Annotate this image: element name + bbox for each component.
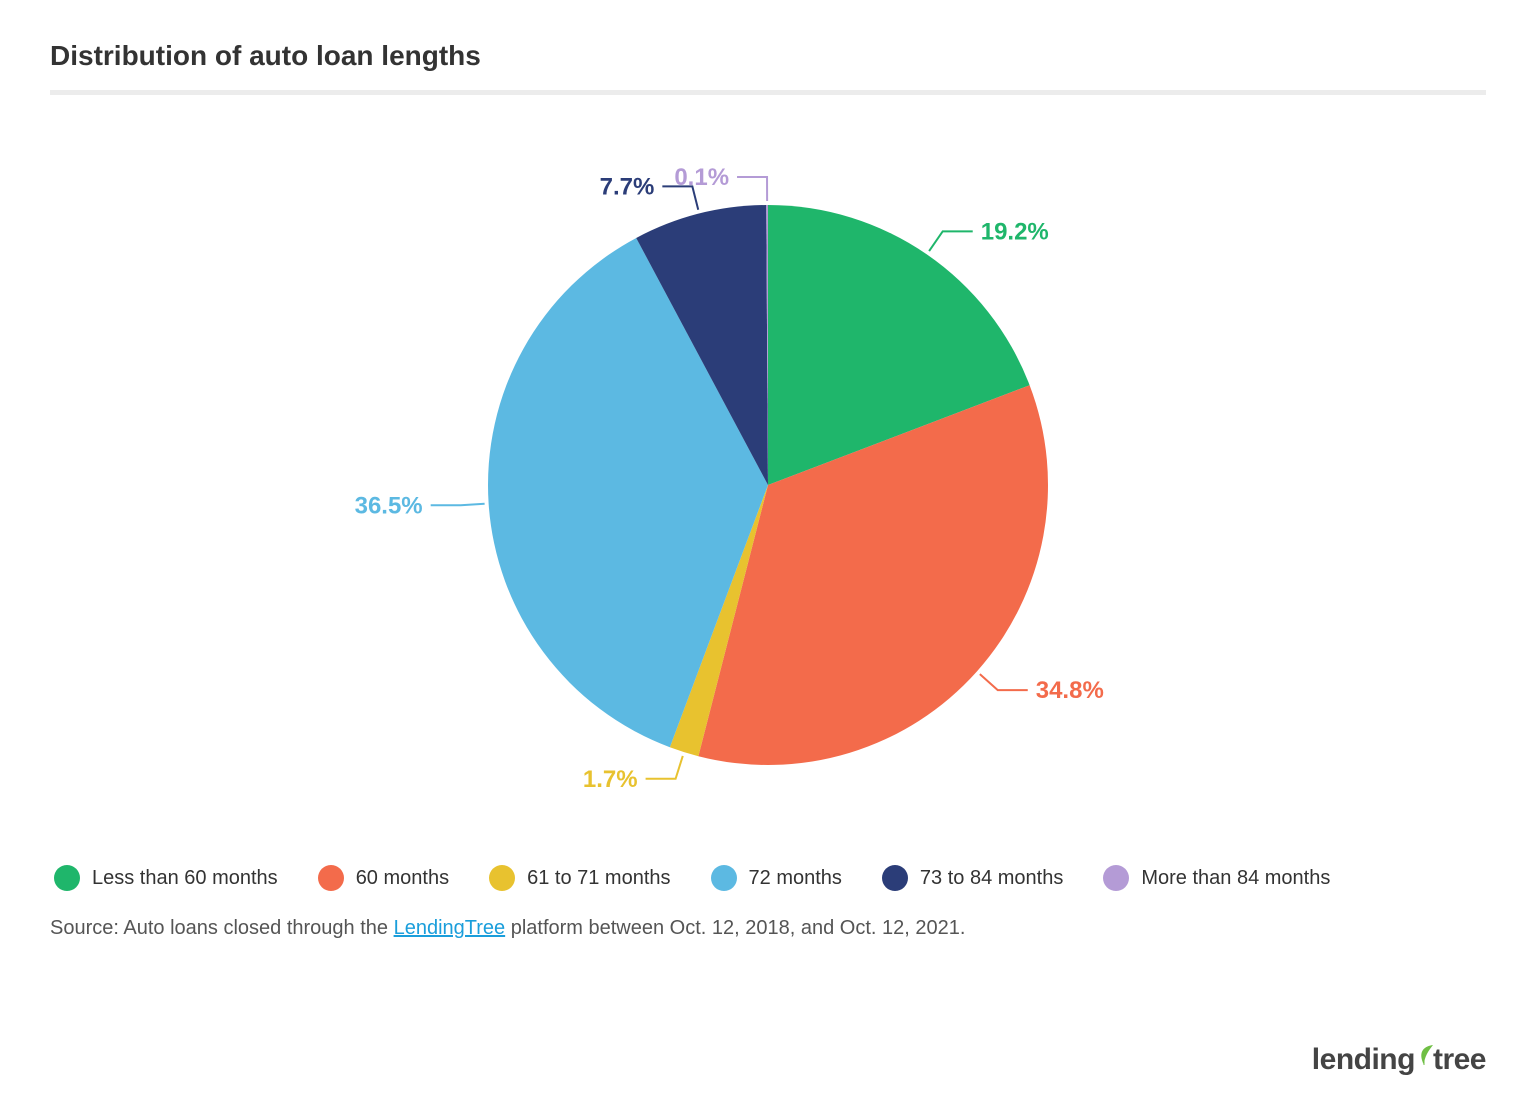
source-prefix: Source: Auto loans closed through the: [50, 917, 394, 939]
leader-gt84: [737, 177, 767, 201]
legend-label-m60: 60 months: [356, 867, 449, 890]
logo-text-before: lending: [1312, 1043, 1415, 1077]
legend-dot-gt84: [1103, 865, 1129, 891]
legend-item-m7384: 73 to 84 months: [882, 865, 1063, 891]
chart-area: 19.2% 34.8% 1.7% 36.5% 7.7% 0.1%: [50, 125, 1486, 825]
legend-item-m60: 60 months: [318, 865, 449, 891]
legend-label-lt60: Less than 60 months: [92, 867, 278, 890]
legend-dot-lt60: [54, 865, 80, 891]
pie-label-m6171: 1.7%: [583, 766, 638, 793]
pie-label-m72: 36.5%: [355, 492, 423, 519]
leader-m60: [980, 674, 1028, 690]
legend-label-gt84: More than 84 months: [1141, 867, 1330, 890]
lendingtree-logo: lending tree: [1312, 1043, 1486, 1077]
legend-item-lt60: Less than 60 months: [54, 865, 278, 891]
leaf-icon: [1413, 1041, 1435, 1075]
legend-item-m72: 72 months: [711, 865, 842, 891]
pie-label-lt60: 19.2%: [981, 218, 1049, 245]
legend-item-m6171: 61 to 71 months: [489, 865, 670, 891]
legend-dot-m72: [711, 865, 737, 891]
legend-label-m6171: 61 to 71 months: [527, 867, 670, 890]
legend-dot-m6171: [489, 865, 515, 891]
pie-label-gt84: 0.1%: [674, 164, 729, 191]
pie-chart: 19.2% 34.8% 1.7% 36.5% 7.7% 0.1%: [318, 125, 1218, 825]
legend-dot-m7384: [882, 865, 908, 891]
chart-title: Distribution of auto loan lengths: [50, 40, 1486, 72]
legend-dot-m60: [318, 865, 344, 891]
leader-m72: [431, 504, 485, 506]
legend-label-m7384: 73 to 84 months: [920, 867, 1063, 890]
leader-lt60: [929, 231, 973, 251]
legend: Less than 60 months 60 months 61 to 71 mon…: [50, 865, 1486, 891]
legend-label-m72: 72 months: [749, 867, 842, 890]
pie-label-m7384: 7.7%: [600, 173, 655, 200]
logo-text-after: tree: [1433, 1043, 1486, 1077]
pie-label-m60: 34.8%: [1036, 677, 1104, 704]
leader-m6171: [646, 756, 683, 779]
source-link[interactable]: LendingTree: [394, 917, 506, 939]
source-line: Source: Auto loans closed through the Le…: [50, 917, 1486, 940]
title-divider: [50, 90, 1486, 95]
source-suffix: platform between Oct. 12, 2018, and Oct.…: [505, 917, 965, 939]
legend-item-gt84: More than 84 months: [1103, 865, 1330, 891]
